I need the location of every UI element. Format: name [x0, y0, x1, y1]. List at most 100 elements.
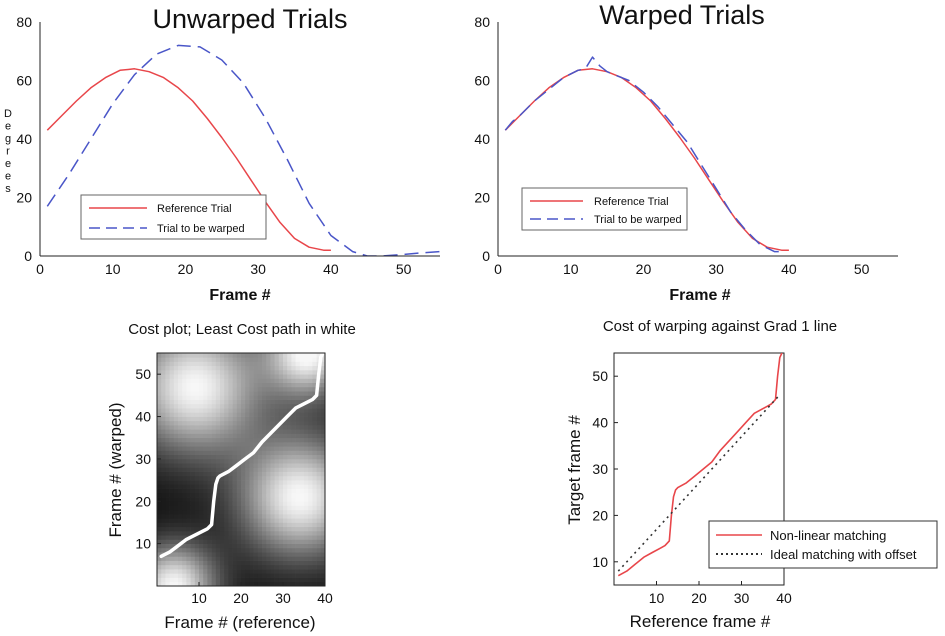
warped-legend-ref-label: Reference Trial — [594, 196, 669, 208]
cost-cell — [304, 505, 309, 511]
cost-cell — [194, 505, 200, 511]
cost-cell — [320, 382, 326, 388]
cost-cell — [266, 454, 271, 460]
cost-cell — [203, 471, 208, 477]
cost-cell — [178, 399, 183, 405]
cost-cell — [224, 581, 229, 587]
cost-cell — [320, 425, 326, 430]
cost-cell — [241, 484, 246, 489]
cost-cell — [241, 378, 246, 384]
cost-cell — [241, 535, 246, 540]
cost-cell — [257, 556, 263, 561]
cost-cell — [194, 556, 200, 561]
cost-cell — [236, 420, 242, 426]
cost-cell — [295, 357, 301, 362]
cost-cell — [207, 475, 212, 481]
cost-cell — [173, 365, 179, 371]
cost-cell — [220, 412, 225, 417]
warped-xlabel: Frame # — [669, 287, 730, 304]
cost-cell — [211, 522, 217, 528]
cost-cell — [299, 552, 305, 557]
cost-cell — [182, 386, 187, 392]
cost-cell — [241, 433, 246, 439]
cost-cell — [182, 357, 187, 362]
cost-cell — [295, 560, 301, 566]
cost-cell — [182, 429, 187, 434]
cost-cell — [169, 361, 175, 367]
cost-cell — [253, 488, 259, 494]
cost-cell — [173, 526, 179, 532]
cost-cell — [278, 361, 284, 367]
cost-cell — [312, 399, 317, 405]
cost-cell — [190, 395, 196, 400]
cost-cell — [169, 386, 175, 392]
cost-cell — [211, 441, 217, 447]
cost-cell — [207, 530, 212, 536]
cost-cell — [316, 395, 322, 400]
cost-cell — [194, 429, 200, 434]
cost-cell — [249, 560, 254, 566]
cost-cell — [169, 420, 175, 426]
cost-cell — [165, 382, 170, 388]
cost-cell — [157, 403, 162, 409]
cost-cell — [165, 386, 170, 392]
cost-cell — [249, 429, 254, 434]
cost-cell — [270, 569, 275, 574]
cost-cell — [287, 425, 292, 430]
cost-cell — [270, 382, 275, 388]
cost-cell — [203, 353, 208, 358]
cost-cell — [228, 369, 233, 375]
cost-cell — [228, 408, 233, 413]
cost-cell — [228, 361, 233, 367]
cost-cell — [165, 480, 170, 485]
cost-cell — [274, 547, 280, 553]
cost-cell — [207, 374, 212, 379]
cost-cell — [304, 475, 309, 481]
cost-cell — [278, 416, 284, 422]
cost-cell — [295, 488, 301, 494]
cost-cell — [262, 361, 267, 367]
cost-cell — [274, 467, 280, 472]
cost-cell — [299, 365, 305, 371]
cost-cell — [173, 530, 179, 536]
cost-cell — [299, 581, 305, 587]
cost-cell — [253, 450, 259, 456]
cost-cell — [299, 497, 305, 502]
cost-cell — [283, 378, 288, 384]
cost-cell — [199, 569, 204, 574]
cost-cell — [157, 488, 162, 494]
cost-cell — [291, 581, 296, 587]
cost-cell — [308, 437, 313, 443]
cost-cell — [186, 403, 191, 409]
cost-cell — [186, 450, 191, 456]
cost-cell — [278, 441, 284, 447]
cost-cell — [173, 429, 179, 434]
cost-cell — [228, 480, 233, 485]
unwarped-ytick-4: 80 — [16, 14, 32, 30]
cost-cell — [299, 408, 305, 413]
cost-cell — [291, 552, 296, 557]
cost-cell — [287, 552, 292, 557]
cost-cell — [299, 501, 305, 506]
cost-cell — [228, 429, 233, 434]
cost-cell — [203, 395, 208, 400]
cost-cell — [220, 539, 225, 544]
cost-cell — [194, 535, 200, 540]
cost-cell — [228, 378, 233, 384]
cost-cell — [249, 484, 254, 489]
cost-cell — [211, 395, 217, 400]
cost-cell — [257, 577, 263, 583]
cost-cell — [203, 369, 208, 375]
cost-cell — [161, 505, 166, 511]
cost-cell — [232, 539, 238, 544]
cost-cell — [194, 420, 200, 426]
cost-cell — [169, 577, 175, 583]
cost-cell — [278, 522, 284, 528]
cost-cell — [215, 374, 221, 379]
cost-cell — [161, 492, 166, 498]
cost-cell — [312, 552, 317, 557]
cost-cell — [295, 454, 301, 460]
cost-cell — [232, 412, 238, 417]
cost-cell — [308, 552, 313, 557]
cost-ytick-4: 50 — [135, 366, 151, 382]
